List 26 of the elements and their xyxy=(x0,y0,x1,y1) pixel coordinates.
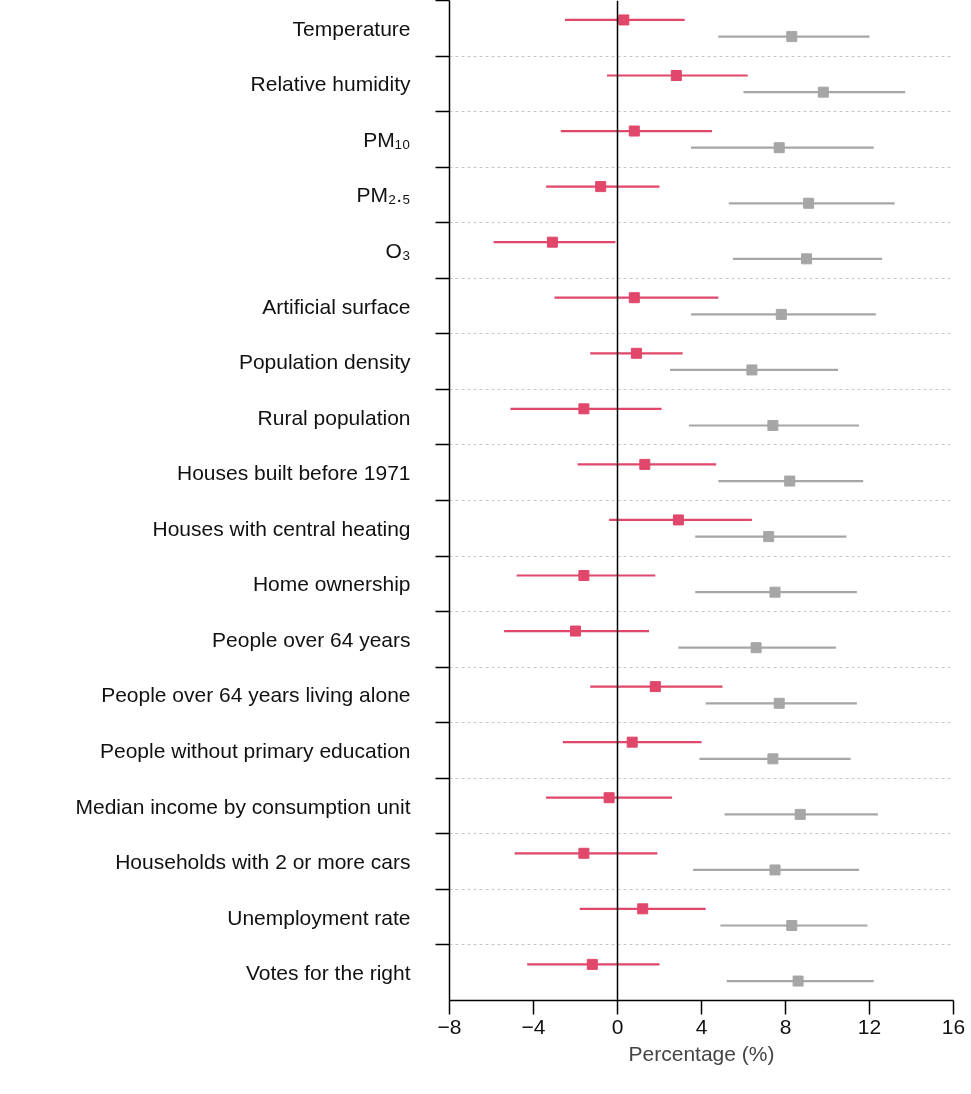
x-tick-label: 0 xyxy=(611,1014,624,1038)
y-tick-label: Unemployment rate xyxy=(227,905,411,929)
y-tick-label: People over 64 years xyxy=(212,627,411,651)
y-tick-label: Population density xyxy=(238,350,411,374)
y-tick-label: Temperature xyxy=(292,16,411,40)
x-tick-label: −8 xyxy=(437,1014,462,1038)
y-tick-label: Votes for the right xyxy=(245,961,411,985)
y-tick-label: Relative humidity xyxy=(250,72,411,96)
x-tick-label: −4 xyxy=(521,1014,546,1038)
x-axis-title: Percentage (%) xyxy=(628,1041,775,1065)
y-tick-label: People without primary education xyxy=(99,739,411,762)
y-tick-label: Home ownership xyxy=(252,572,411,596)
y-tick-label: Houses with central heating xyxy=(152,516,411,540)
x-tick-label: 12 xyxy=(857,1014,882,1038)
y-tick-label: Houses built before 1971 xyxy=(177,461,411,485)
y-tick-label: Rural population xyxy=(257,405,411,429)
y-tick-label: O₃ xyxy=(385,239,411,262)
x-tick-label: 4 xyxy=(695,1014,708,1038)
x-tick-label: 8 xyxy=(779,1014,792,1038)
y-tick-label: Households with 2 or more cars xyxy=(115,850,411,874)
y-tick-label: PM₂.₅ xyxy=(356,183,411,207)
x-tick-label: 16 xyxy=(941,1014,966,1038)
y-tick-label: People over 64 years living alone xyxy=(101,683,411,707)
y-tick-label: Artificial surface xyxy=(262,294,411,318)
y-tick-label: PM₁₀ xyxy=(363,127,411,151)
y-tick-label: Median income by consumption unit xyxy=(75,794,411,818)
